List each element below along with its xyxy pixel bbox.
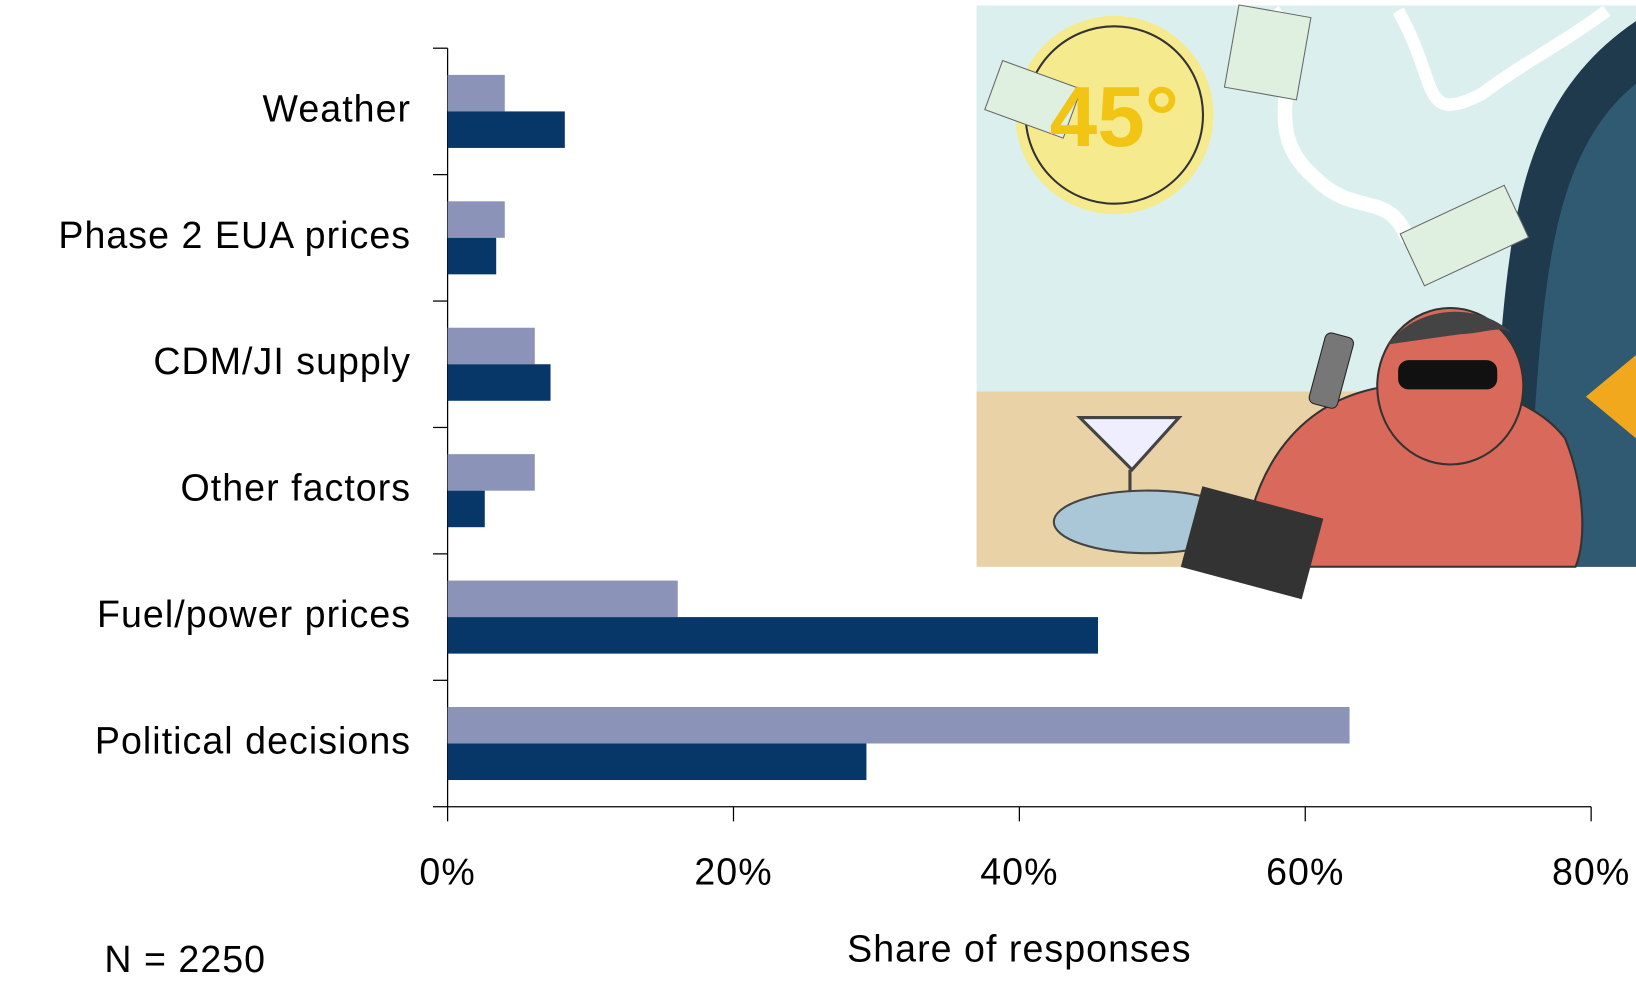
- y-tick-label: Weather: [263, 87, 412, 129]
- bar: [448, 75, 505, 112]
- bar: [448, 201, 505, 238]
- x-tick-label: 0%: [419, 850, 475, 892]
- bar: [448, 364, 551, 401]
- y-tick-label: Phase 2 EUA prices: [58, 214, 411, 256]
- y-tick-label: CDM/JI supply: [153, 340, 411, 382]
- annotation: N = 2250: [104, 938, 266, 977]
- allowance-note: [1224, 5, 1310, 100]
- chart: 45° Share of responses N = 2250 0% 20% 40%…: [0, 0, 1636, 977]
- y-tick-label: Other factors: [181, 467, 412, 509]
- bar: [448, 491, 485, 528]
- bar: [448, 328, 535, 365]
- bar: [448, 744, 867, 781]
- bar: [448, 581, 678, 618]
- x-tick-label: 60%: [1266, 850, 1344, 892]
- sunglasses: [1398, 360, 1497, 389]
- y-tick-label: Fuel/power prices: [97, 593, 411, 635]
- bar: [448, 707, 1350, 744]
- x-axis-label: Share of responses: [847, 928, 1191, 970]
- x-tick-label: 80%: [1552, 850, 1630, 892]
- bar: [448, 617, 1098, 654]
- bar: [448, 238, 497, 275]
- x-tick-label: 40%: [980, 850, 1058, 892]
- bar: [448, 454, 535, 491]
- illustration: 45°: [977, 5, 1636, 599]
- bar: [448, 111, 565, 148]
- x-tick-label: 20%: [694, 850, 772, 892]
- y-tick-label: Political decisions: [95, 719, 411, 761]
- illustration-text: 45°: [1050, 70, 1179, 165]
